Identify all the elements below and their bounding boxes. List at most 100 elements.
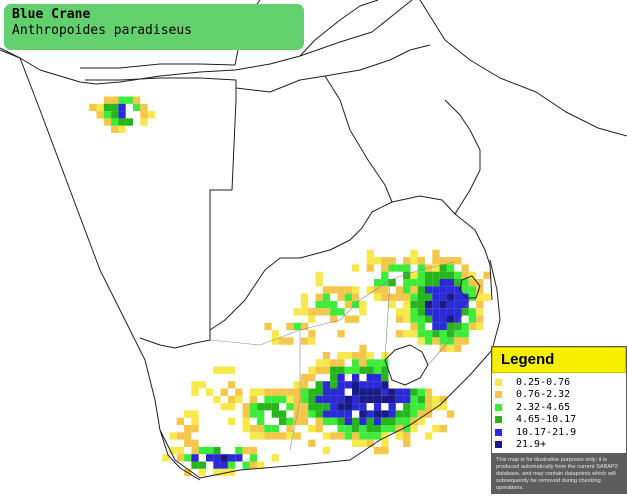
- legend-disclaimer: This map is for illustrative purposes on…: [496, 457, 618, 491]
- occurrence-cell: [315, 410, 323, 418]
- legend-panel: Legend 0.25-0.76 0.76-2.32 2.32-4.65 4.65-1…: [491, 346, 627, 494]
- occurrence-cell: [439, 425, 447, 433]
- occurrence-cell: [461, 322, 469, 331]
- occurrence-cell: [359, 352, 367, 360]
- occurrence-cell: [227, 395, 236, 404]
- occurrence-cell: [242, 403, 250, 411]
- occurrence-cell: [359, 395, 367, 404]
- occurrence-cell: [191, 417, 199, 425]
- occurrence-cell: [315, 293, 323, 301]
- occurrence-cell: [300, 300, 309, 309]
- occurrence-cell: [118, 111, 126, 119]
- occurrence-cell: [330, 417, 338, 425]
- legend-swatch: [495, 428, 502, 436]
- occurrence-cell: [446, 337, 455, 345]
- occurrence-cell: [330, 366, 338, 374]
- occurrence-cell: [330, 403, 338, 411]
- occurrence-cell: [432, 257, 440, 265]
- occurrence-cell: [227, 468, 236, 477]
- occurrence-cell: [322, 403, 331, 411]
- occurrence-cell: [191, 454, 199, 462]
- occurrence-cell: [476, 286, 484, 294]
- occurrence-cell: [308, 366, 316, 374]
- occurrence-cell: [337, 366, 345, 374]
- occurrence-cell: [322, 417, 331, 425]
- occurrence-cell: [461, 279, 469, 287]
- occurrence-cell: [184, 425, 192, 433]
- occurrence-cell: [198, 461, 206, 469]
- occurrence-cell: [322, 366, 331, 374]
- occurrence-cell: [439, 279, 447, 287]
- occurrence-cell: [388, 300, 396, 309]
- occurrence-cell: [425, 300, 433, 309]
- occurrence-cell: [103, 111, 112, 119]
- occurrence-cell: [89, 103, 97, 112]
- occurrence-cell: [213, 454, 221, 462]
- occurrence-cell: [242, 461, 250, 469]
- occurrence-cell: [425, 315, 433, 323]
- occurrence-cell: [344, 432, 352, 440]
- occurrence-cell: [461, 271, 469, 279]
- occurrence-cell: [352, 403, 360, 411]
- occurrence-cell: [366, 439, 374, 447]
- occurrence-cell: [381, 373, 389, 382]
- occurrence-cell: [425, 432, 433, 440]
- occurrence-cell: [410, 388, 418, 396]
- occurrence-cell: [468, 308, 477, 316]
- occurrence-cell: [417, 279, 425, 287]
- occurrence-cell: [330, 373, 338, 382]
- occurrence-cell: [169, 432, 177, 440]
- occurrence-cell: [330, 432, 338, 440]
- occurrence-cell: [439, 257, 447, 265]
- occurrence-cell: [140, 103, 148, 112]
- occurrence-cell: [410, 403, 418, 411]
- occurrence-cell: [242, 410, 250, 418]
- occurrence-cell: [286, 337, 294, 345]
- occurrence-cell: [410, 249, 418, 258]
- occurrence-cell: [468, 271, 477, 279]
- occurrence-cell: [352, 388, 360, 396]
- occurrence-cell: [359, 432, 367, 440]
- occurrence-cell: [249, 410, 258, 418]
- occurrence-cell: [432, 279, 440, 287]
- occurrence-cell: [337, 432, 345, 440]
- occurrence-cell: [308, 308, 316, 316]
- occurrence-cell: [439, 315, 447, 323]
- occurrence-cell: [381, 286, 389, 294]
- occurrence-cell: [242, 425, 250, 433]
- occurrence-cell: [454, 293, 462, 301]
- occurrence-cell: [454, 279, 462, 287]
- occurrence-cell: [220, 468, 228, 477]
- occurrence-cell: [286, 425, 294, 433]
- occurrence-cell: [308, 315, 316, 323]
- occurrence-cell: [373, 403, 382, 411]
- occurrence-cell: [125, 96, 133, 104]
- occurrence-cell: [227, 454, 236, 462]
- occurrence-cell: [330, 410, 338, 418]
- occurrence-cell: [446, 344, 455, 352]
- occurrence-cell: [308, 403, 316, 411]
- occurrence-cell: [198, 468, 206, 477]
- occurrence-cell: [103, 118, 112, 126]
- occurrence-cell: [417, 293, 425, 301]
- occurrence-cell: [373, 293, 382, 301]
- occurrence-cell: [213, 461, 221, 469]
- occurrence-cell: [432, 264, 440, 272]
- occurrence-cell: [403, 315, 411, 323]
- occurrence-cell: [439, 300, 447, 309]
- occurrence-cell: [388, 425, 396, 433]
- occurrence-cell: [366, 366, 374, 374]
- occurrence-cell: [432, 425, 440, 433]
- occurrence-cell: [300, 337, 309, 345]
- occurrence-cell: [432, 293, 440, 301]
- occurrence-cell: [191, 446, 199, 455]
- occurrence-cell: [322, 352, 331, 360]
- occurrence-cell: [403, 410, 411, 418]
- occurrence-cell: [198, 446, 206, 455]
- occurrence-cell: [388, 395, 396, 404]
- occurrence-cell: [366, 388, 374, 396]
- occurrence-cell: [476, 315, 484, 323]
- occurrence-cell: [315, 271, 323, 279]
- occurrence-cell: [359, 439, 367, 447]
- occurrence-cell: [381, 366, 389, 374]
